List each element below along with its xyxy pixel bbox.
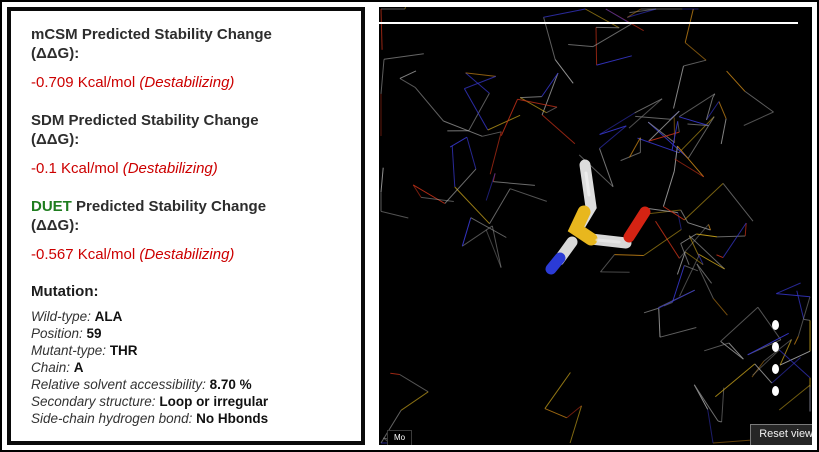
detail-value: 8.70 %: [209, 377, 252, 392]
mutation-detail-secondary-structure: Secondary structure: Loop or irregular: [31, 393, 343, 410]
detail-value: THR: [109, 343, 138, 358]
viewer-dot-controls: [772, 320, 779, 396]
prediction-heading-sdm: SDM Predicted Stability Change (ΔΔG):: [31, 111, 343, 149]
prediction-value-mcsm: -0.709 Kcal/mol (Destabilizing): [31, 74, 343, 92]
prediction-value-duet: -0.567 Kcal/mol (Destabilizing): [31, 246, 343, 264]
prediction-block-duet: DUET Predicted Stability Change (ΔΔG): -…: [31, 197, 343, 264]
detail-label: Chain:: [31, 360, 71, 375]
heading-text: Predicted Stability Change: [68, 112, 259, 129]
detail-label: Secondary structure:: [31, 394, 156, 409]
tool-name: DUET: [31, 198, 72, 215]
results-panel: mCSM Predicted Stability Change (ΔΔG): -…: [7, 7, 365, 445]
detail-value: ALA: [94, 309, 123, 324]
dot-icon: [772, 386, 779, 396]
heading-ddg: (ΔΔG):: [31, 131, 80, 148]
mutation-title: Mutation:: [31, 283, 99, 300]
tool-name: mCSM: [31, 26, 78, 43]
prediction-heading-mcsm: mCSM Predicted Stability Change (ΔΔG):: [31, 25, 343, 63]
mutation-detail-chain: Chain: A: [31, 359, 343, 376]
value-text: -0.567 Kcal/mol: [31, 246, 136, 263]
reset-view-button[interactable]: Reset view: [750, 424, 812, 445]
tool-name: SDM: [31, 112, 65, 129]
outcome-text: (Destabilizing): [139, 246, 235, 263]
molecule-viewer[interactable]: Mo Reset view: [379, 7, 812, 445]
mutation-detail-rsa: Relative solvent accessibility: 8.70 %: [31, 376, 343, 393]
molecule-canvas: [380, 7, 811, 444]
detail-label: Wild-type:: [31, 309, 91, 324]
detail-label: Position:: [31, 326, 83, 341]
detail-label: Mutant-type:: [31, 343, 107, 358]
prediction-heading-duet: DUET Predicted Stability Change (ΔΔG):: [31, 197, 343, 235]
mutation-detail-hbond: Side-chain hydrogen bond: No Hbonds: [31, 410, 343, 427]
value-text: -0.709 Kcal/mol: [31, 74, 136, 91]
mutation-detail-position: Position: 59: [31, 325, 343, 342]
heading-text: Predicted Stability Change: [76, 198, 267, 215]
mutant-residue-sticks: [545, 159, 651, 275]
heading-text: Predicted Stability Change: [81, 26, 272, 43]
detail-value: 59: [86, 326, 102, 341]
detail-value: No Hbonds: [196, 411, 269, 426]
heading-ddg: (ΔΔG):: [31, 45, 80, 62]
model-button[interactable]: Mo: [387, 430, 413, 445]
mutation-detail-wildtype: Wild-type: ALA: [31, 308, 343, 325]
detail-value: Loop or irregular: [159, 394, 269, 409]
wireframe-lines: [380, 7, 811, 444]
mutation-detail-mutanttype: Mutant-type: THR: [31, 342, 343, 359]
outcome-text: (Destabilizing): [139, 74, 235, 91]
dot-icon: [772, 320, 779, 330]
detail-label: Side-chain hydrogen bond:: [31, 411, 193, 426]
detail-label: Relative solvent accessibility:: [31, 377, 206, 392]
dot-icon: [772, 364, 779, 374]
dot-icon: [772, 342, 779, 352]
heading-ddg: (ΔΔG):: [31, 217, 80, 234]
value-text: -0.1 Kcal/mol: [31, 160, 119, 177]
prediction-value-sdm: -0.1 Kcal/mol (Destabilizing): [31, 160, 343, 178]
prediction-block-mcsm: mCSM Predicted Stability Change (ΔΔG): -…: [31, 25, 343, 92]
prediction-block-sdm: SDM Predicted Stability Change (ΔΔG): -0…: [31, 111, 343, 178]
detail-value: A: [73, 360, 84, 375]
outcome-text: (Destabilizing): [122, 160, 218, 177]
viewer-top-line: [379, 22, 798, 24]
